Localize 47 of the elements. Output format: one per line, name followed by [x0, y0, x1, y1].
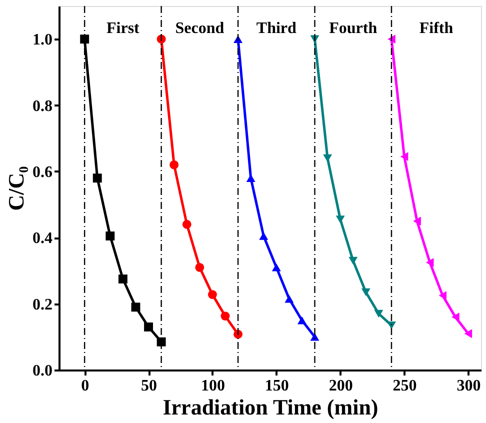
point — [208, 290, 217, 300]
point — [195, 262, 204, 272]
point — [131, 302, 140, 312]
annotation: Fifth — [419, 20, 454, 37]
point — [413, 216, 421, 226]
point — [361, 288, 370, 296]
x-tick-label: 0 — [81, 378, 90, 394]
point — [374, 310, 384, 318]
annotation: Third — [256, 20, 297, 37]
x-tick-label: 100 — [200, 378, 225, 394]
point — [310, 333, 320, 341]
y-tick-label: 0.2 — [32, 296, 52, 314]
point — [144, 322, 153, 332]
point — [80, 34, 90, 44]
point — [323, 154, 332, 162]
point — [118, 274, 128, 284]
point — [438, 291, 447, 300]
point — [106, 232, 115, 240]
point — [464, 329, 472, 338]
point — [400, 152, 408, 162]
y-axis-title: C/C₀ — [4, 166, 28, 211]
annotation: First — [106, 20, 140, 37]
point — [170, 160, 179, 170]
point — [426, 258, 434, 267]
point — [182, 220, 192, 229]
point — [220, 312, 230, 321]
annotation: Fourth — [329, 20, 378, 37]
point — [156, 337, 166, 346]
y-tick-label: 0.6 — [32, 164, 52, 181]
x-tick-label: 300 — [456, 378, 481, 394]
x-tick-label: 250 — [392, 378, 417, 394]
y-tick-label: 0.8 — [32, 98, 52, 115]
point — [336, 216, 345, 224]
y-tick-label: 0.0 — [32, 362, 52, 380]
point — [348, 256, 358, 265]
point — [259, 232, 268, 240]
x-axis-title: Irradiation Time (min) — [162, 394, 378, 420]
point — [92, 174, 102, 183]
y-tick-label: 1.0 — [32, 32, 52, 49]
point — [284, 294, 294, 303]
x-tick-label: 150 — [264, 378, 289, 394]
x-tick-label: 50 — [141, 378, 158, 394]
point — [272, 264, 281, 272]
y-tick-label: 0.4 — [32, 230, 52, 248]
annotation: Second — [175, 20, 224, 37]
x-tick-label: 200 — [328, 378, 353, 394]
point — [298, 316, 306, 324]
